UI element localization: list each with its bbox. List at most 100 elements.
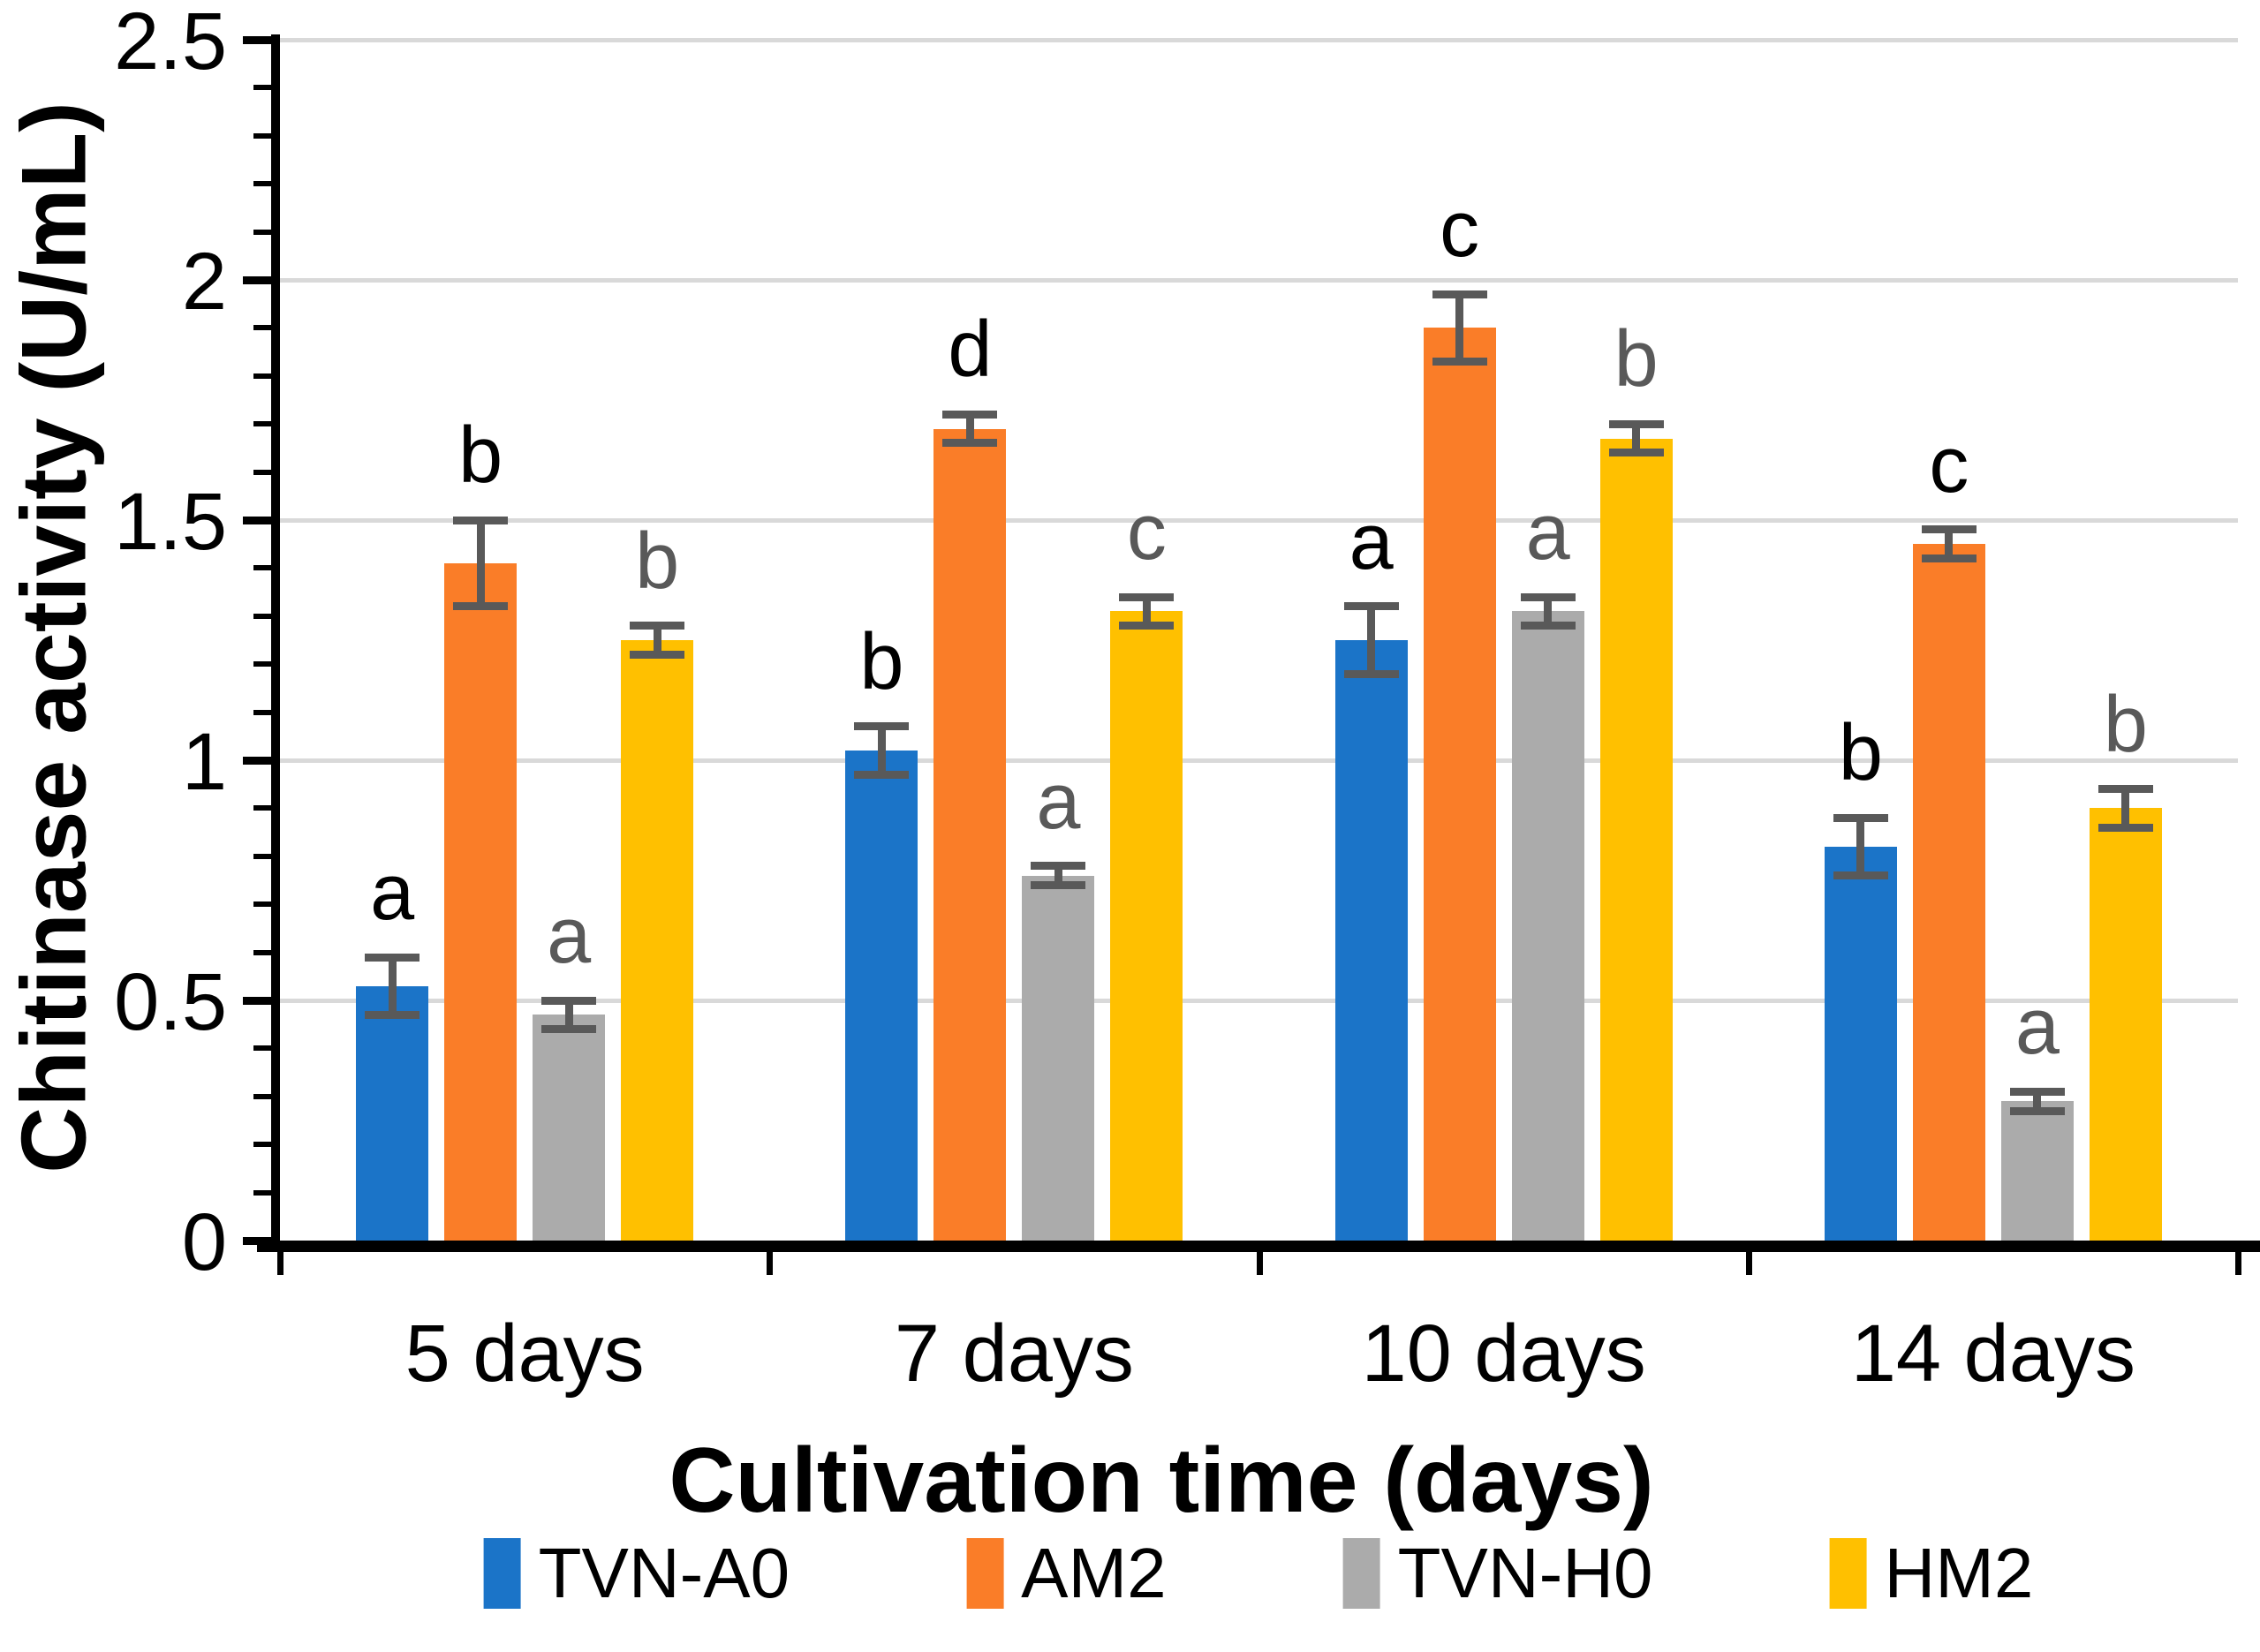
error-bar-cap <box>1833 871 1888 880</box>
sig-letter: a <box>547 892 592 980</box>
y-tick <box>243 997 271 1005</box>
sig-letter: b <box>458 411 503 500</box>
y-tick-label: 0 <box>181 1197 227 1287</box>
legend-label: TVN-H0 <box>1397 1534 1653 1612</box>
sig-letter: a <box>1525 488 1570 577</box>
y-tick <box>253 853 271 859</box>
error-bar <box>877 726 886 775</box>
y-tick <box>253 181 271 187</box>
error-bar-cap <box>2009 1087 2065 1096</box>
bar <box>2000 1101 2074 1241</box>
error-bar <box>388 957 397 1015</box>
y-tick <box>253 373 271 379</box>
error-bar-cap <box>2097 785 2153 794</box>
y-tick <box>253 1142 271 1148</box>
error-bar <box>965 414 974 443</box>
legend-item: AM2 <box>966 1538 1167 1609</box>
bar <box>444 562 518 1241</box>
y-tick <box>243 1237 271 1245</box>
error-bar-cap <box>2009 1106 2065 1115</box>
error-bar-cap <box>1343 669 1399 678</box>
sig-letter: b <box>635 517 680 606</box>
sig-letter: a <box>2014 983 2060 1072</box>
error-bar-cap <box>942 410 998 419</box>
legend-label: AM2 <box>1021 1534 1167 1612</box>
bar <box>1022 875 1095 1241</box>
legend-swatch <box>1342 1538 1380 1609</box>
sig-letter: b <box>2103 680 2148 769</box>
x-tick <box>1256 1252 1263 1275</box>
error-bar-cap <box>1608 419 1664 428</box>
legend-item: TVN-H0 <box>1342 1534 1653 1612</box>
error-bar-cap <box>630 622 685 630</box>
error-bar-cap <box>365 1010 420 1019</box>
error-bar-cap <box>453 602 509 611</box>
bar <box>933 428 1007 1241</box>
bar <box>2089 808 2162 1241</box>
y-tick <box>253 421 271 427</box>
error-bar-cap <box>541 1025 597 1034</box>
x-tick <box>767 1252 774 1275</box>
y-tick <box>253 132 271 139</box>
x-tick <box>277 1252 283 1275</box>
bar <box>1824 846 1897 1241</box>
y-tick-label: 1 <box>181 717 227 807</box>
bar <box>1423 328 1496 1241</box>
error-bar <box>2033 1091 2042 1112</box>
bar <box>1599 438 1673 1241</box>
y-tick <box>253 613 271 619</box>
legend-label: HM2 <box>1884 1534 2034 1612</box>
bar <box>1334 640 1408 1241</box>
y-axis-line <box>271 34 280 1251</box>
error-bar <box>1054 865 1062 886</box>
bar <box>845 751 918 1241</box>
gridline <box>280 38 2238 42</box>
x-axis-title: Cultivation time (days) <box>669 1429 1654 1532</box>
y-tick <box>253 565 271 571</box>
legend-swatch <box>483 1538 521 1609</box>
y-tick <box>243 757 271 765</box>
y-tick <box>243 276 271 284</box>
error-bar-cap <box>1432 357 1487 366</box>
gridline <box>280 999 2238 1003</box>
legend-item: TVN-A0 <box>483 1534 790 1612</box>
error-bar-cap <box>1608 449 1664 457</box>
y-tick <box>253 805 271 811</box>
plot-area: 0 0.5 1 1.5 2 2.5 5 days 7 days 10 days 14 days a b… <box>114 1 2260 1394</box>
error-bar <box>1142 597 1151 626</box>
error-bar <box>1367 606 1376 675</box>
bar <box>1511 611 1584 1241</box>
y-tick-label: 0.5 <box>114 957 227 1047</box>
bar <box>1110 611 1183 1241</box>
y-tick-label: 2 <box>181 237 227 327</box>
y-tick <box>253 85 271 91</box>
y-tick <box>243 36 271 44</box>
x-tick <box>2235 1252 2241 1275</box>
y-tick <box>253 901 271 908</box>
sig-letter: c <box>1929 420 1969 509</box>
y-tick <box>253 325 271 331</box>
error-bar-cap <box>2097 823 2153 832</box>
gridline <box>280 518 2238 523</box>
error-bar <box>1544 597 1553 626</box>
sig-letter: d <box>948 306 993 395</box>
error-bar-cap <box>1520 622 1576 630</box>
legend-item: HM2 <box>1829 1534 2034 1612</box>
error-bar <box>1455 294 1464 362</box>
error-bar-cap <box>1119 622 1175 630</box>
y-tick <box>253 661 271 668</box>
category-label: 5 days <box>404 1309 645 1399</box>
error-bar-cap <box>541 996 597 1005</box>
legend-label: TVN-A0 <box>538 1534 790 1612</box>
x-tick <box>1745 1252 1752 1275</box>
error-bar-cap <box>854 722 910 731</box>
legend-swatch <box>1829 1538 1867 1609</box>
error-bar-cap <box>1520 592 1576 601</box>
y-tick-label: 1.5 <box>114 477 227 567</box>
bar <box>621 640 694 1241</box>
error-bar-cap <box>1031 880 1086 889</box>
sig-letter: c <box>1440 185 1480 275</box>
error-bar-cap <box>630 650 685 659</box>
y-tick-label: 2.5 <box>114 0 227 87</box>
error-bar-cap <box>1343 602 1399 611</box>
